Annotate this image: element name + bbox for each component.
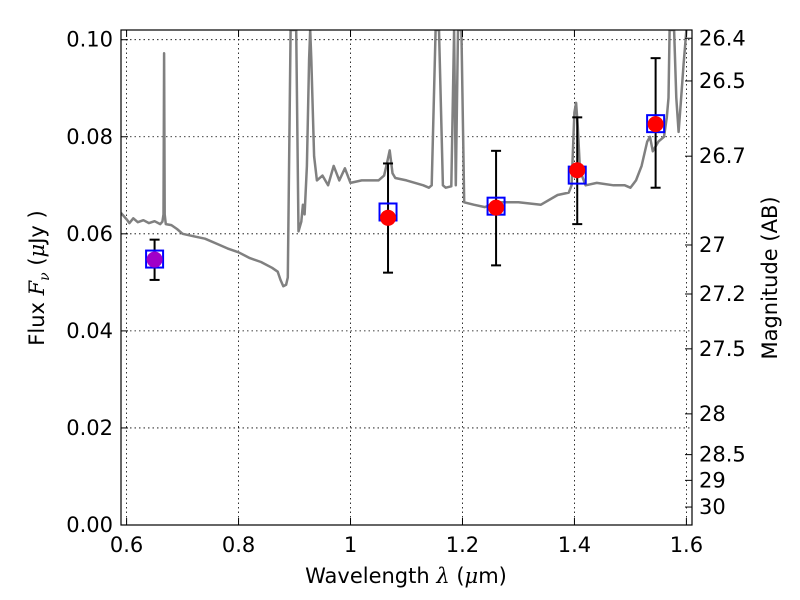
observed-flux-point [647, 116, 664, 133]
y2-tick-label: 28 [699, 402, 726, 426]
y2-tick-label: 27 [699, 233, 726, 257]
model-band-marker [646, 114, 666, 134]
y2-tick-label: 29 [699, 468, 726, 492]
y-tick-label: 0.04 [66, 319, 113, 343]
x-tick-label: 0.6 [110, 533, 143, 557]
x-axis-label: Wavelength λ (μm) [305, 564, 507, 588]
x-tick-label: 1.4 [558, 533, 591, 557]
x-tick-label: 0.8 [222, 533, 255, 557]
y2-tick-label: 27.2 [699, 282, 746, 306]
y2-axis-label: Magnitude (AB) [758, 196, 782, 359]
model-band-marker [145, 249, 165, 269]
axis-ticks: 0.6 0.8 1 1.2 1.4 1.6 0.00 0.02 0.04 0.06 0.08 0.10… [66, 26, 746, 557]
y-tick-label: 0.06 [66, 222, 113, 246]
y-tick-label: 0.00 [66, 513, 113, 537]
y2-tick-label: 26.5 [699, 69, 746, 93]
y-tick-label: 0.08 [66, 125, 113, 149]
y2-tick-label: 27.5 [699, 337, 746, 361]
observed-flux-point [380, 209, 397, 226]
data-markers [145, 57, 666, 281]
observed-flux-point [569, 162, 586, 179]
x-tick-label: 1 [344, 533, 357, 557]
y-axis-label: Flux Fν (μJy ) [25, 210, 53, 345]
y-tick-label: 0.02 [66, 416, 113, 440]
x-tick-label: 1.2 [446, 533, 479, 557]
observed-flux-point [488, 199, 505, 216]
observed-flux-point [146, 251, 163, 268]
y2-tick-label: 28.5 [699, 443, 746, 467]
y2-tick-label: 30 [699, 495, 726, 519]
y-tick-label: 0.10 [66, 28, 113, 52]
y2-tick-label: 26.4 [699, 26, 746, 50]
y2-tick-label: 26.7 [699, 144, 746, 168]
x-tick-label: 1.6 [670, 533, 703, 557]
plot-frame [120, 29, 693, 526]
